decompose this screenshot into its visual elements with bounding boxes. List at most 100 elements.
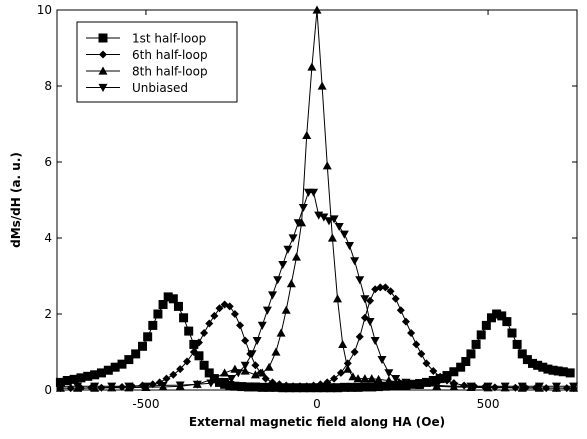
data-point-unbiased	[551, 382, 561, 391]
data-point-unbiased	[384, 369, 394, 378]
legend-label-1st-half-loop: 1st half-loop	[132, 32, 206, 46]
y-tick-label: 6	[44, 155, 52, 169]
data-point-1st-half-loop	[543, 364, 553, 374]
data-point-1st-half-loop	[481, 320, 491, 330]
data-point-6th-half-loop	[205, 319, 214, 328]
data-point-unbiased	[240, 361, 250, 370]
x-tick-label: 500	[477, 397, 500, 411]
data-point-1st-half-loop	[319, 383, 329, 393]
data-point-6th-half-loop	[407, 329, 416, 337]
y-tick-label: 2	[44, 307, 52, 321]
data-point-unbiased	[309, 188, 319, 197]
data-point-8th-half-loop	[374, 374, 384, 383]
data-point-1st-half-loop	[476, 330, 486, 340]
data-point-unbiased	[220, 378, 230, 387]
legend: 1st half-loop 6th half-loop 8th half-loop U…	[76, 21, 238, 103]
x-tick-label: -500	[132, 397, 159, 411]
data-point-6th-half-loop	[386, 287, 395, 296]
legend-marker-6th-half-loop	[99, 50, 107, 59]
data-point-unbiased	[283, 245, 293, 254]
data-point-unbiased	[192, 380, 202, 389]
y-axis-title: dMs/dH (a. u.)	[9, 152, 23, 248]
data-point-unbiased	[569, 382, 579, 391]
data-point-1st-half-loop	[492, 309, 502, 319]
data-point-8th-half-loop	[322, 161, 332, 170]
series-6th-half-loop	[56, 283, 578, 393]
data-point-8th-half-loop	[312, 5, 322, 14]
data-point-1st-half-loop	[225, 380, 235, 390]
data-point-6th-half-loop	[330, 374, 339, 383]
data-point-1st-half-loop	[271, 382, 281, 392]
data-point-1st-half-loop	[163, 292, 173, 302]
data-point-1st-half-loop	[230, 381, 240, 391]
data-point-unbiased	[319, 213, 329, 222]
data-point-unbiased	[90, 382, 100, 391]
data-point-8th-half-loop	[307, 62, 317, 71]
data-point-unbiased	[257, 321, 267, 330]
data-point-6th-half-loop	[289, 382, 298, 391]
data-point-1st-half-loop	[184, 326, 194, 336]
data-point-1st-half-loop	[333, 383, 343, 393]
data-point-8th-half-loop	[264, 362, 274, 371]
data-point-unbiased	[175, 381, 185, 390]
data-point-1st-half-loop	[528, 358, 538, 368]
data-point-1st-half-loop	[55, 377, 65, 387]
data-point-6th-half-loop	[176, 365, 185, 374]
data-point-8th-half-loop	[240, 366, 250, 375]
y-tick-label: 10	[37, 3, 52, 17]
data-point-1st-half-loop	[548, 365, 558, 375]
data-point-8th-half-loop	[394, 377, 404, 386]
data-point-unbiased	[449, 382, 459, 391]
data-point-8th-half-loop	[367, 374, 377, 383]
data-point-unbiased	[247, 350, 257, 359]
data-point-1st-half-loop	[533, 360, 543, 370]
data-point-unbiased	[345, 242, 354, 251]
data-point-1st-half-loop	[179, 313, 189, 323]
data-point-1st-half-loop	[449, 367, 459, 377]
x-axis-title: External magnetic field along HA (Oe)	[189, 415, 445, 429]
data-point-8th-half-loop	[353, 374, 363, 383]
legend-entry-8th-half-loop: 8th half-loop	[86, 65, 208, 79]
data-point-6th-half-loop	[401, 317, 410, 326]
data-point-6th-half-loop	[261, 374, 270, 383]
data-point-6th-half-loop	[118, 382, 126, 391]
data-point-6th-half-loop	[169, 370, 178, 379]
data-point-1st-half-loop	[502, 317, 512, 327]
data-point-1st-half-loop	[428, 376, 438, 385]
data-point-1st-half-loop	[387, 381, 397, 391]
data-point-unbiased	[500, 382, 510, 391]
data-point-6th-half-loop	[412, 340, 421, 349]
data-point-8th-half-loop	[384, 376, 394, 385]
data-point-1st-half-loop	[199, 360, 209, 370]
legend-label-8th-half-loop: 8th half-loop	[132, 65, 208, 79]
data-point-1st-half-loop	[298, 383, 308, 393]
data-point-8th-half-loop	[286, 279, 296, 288]
data-point-8th-half-loop	[343, 364, 353, 373]
data-point-8th-half-loop	[348, 372, 358, 381]
data-point-unbiased	[391, 375, 401, 384]
data-point-6th-half-loop	[295, 382, 304, 391]
data-point-unbiased	[273, 276, 283, 285]
data-point-1st-half-loop	[124, 355, 134, 365]
data-point-1st-half-loop	[380, 381, 390, 391]
data-point-1st-half-loop	[83, 371, 93, 381]
data-point-6th-half-loop	[282, 381, 291, 390]
data-point-1st-half-loop	[117, 359, 127, 369]
data-point-unbiased	[355, 276, 365, 285]
data-point-1st-half-loop	[131, 349, 141, 359]
data-point-6th-half-loop	[417, 349, 426, 358]
data-point-1st-half-loop	[138, 341, 148, 351]
data-point-1st-half-loop	[353, 382, 363, 392]
data-point-1st-half-loop	[507, 328, 517, 338]
data-point-6th-half-loop	[391, 294, 400, 303]
data-point-1st-half-loop	[153, 309, 163, 319]
data-point-unbiased	[268, 291, 278, 300]
data-point-unbiased	[360, 295, 370, 304]
data-point-8th-half-loop	[338, 339, 348, 348]
data-point-6th-half-loop	[215, 304, 224, 313]
data-point-1st-half-loop	[553, 366, 563, 376]
data-point-6th-half-loop	[268, 378, 277, 387]
series-line-6th-half-loop	[60, 286, 574, 389]
data-point-1st-half-loop	[538, 362, 548, 372]
data-point-1st-half-loop	[244, 382, 254, 392]
